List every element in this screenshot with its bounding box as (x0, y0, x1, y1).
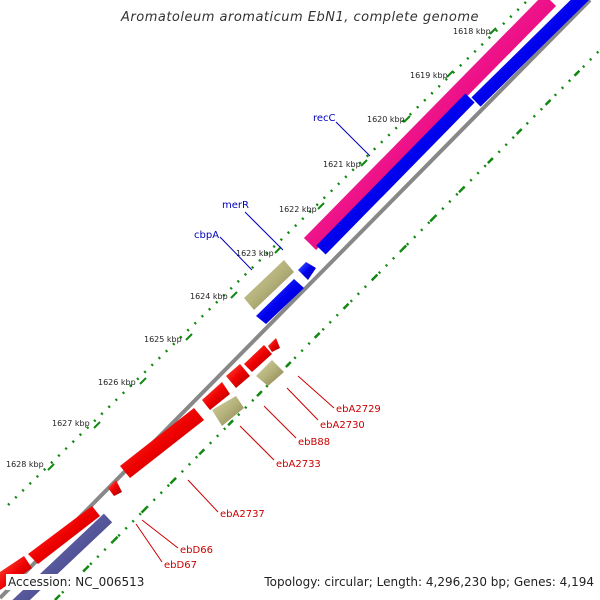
forward-cds-cbpA (256, 279, 304, 324)
leader-line-ebA2737 (187, 479, 219, 513)
rna-gene-ebA2729 (256, 360, 284, 386)
rrna-band (303, 0, 557, 250)
tick-label: 1618 kbp (453, 27, 491, 36)
leader-line-ebD66 (141, 519, 179, 549)
forward-cds-long (316, 93, 475, 255)
tick-label: 1622 kbp (279, 205, 317, 214)
reverse-cds-ebA2737 (120, 408, 204, 478)
reverse-cds-ebD67 (28, 506, 100, 564)
leader-line-ebA2733 (239, 425, 275, 461)
scale-tick-labels: 1618 kbp 1619 kbp 1620 kbp 1621 kbp 1622… (6, 27, 491, 469)
gene-label-merR[interactable]: merR (222, 200, 249, 211)
gene-label-ebA2729[interactable]: ebA2729 (336, 404, 381, 415)
rna-gene-cbpA (244, 260, 294, 310)
tick-mark (360, 159, 368, 167)
tick-label: 1620 kbp (367, 115, 405, 124)
leader-line-cbpA (219, 236, 253, 271)
gene-label-ebD67[interactable]: ebD67 (164, 560, 197, 571)
leader-line-ebA2730 (286, 387, 319, 421)
gene-label-ebA2737[interactable]: ebA2737 (220, 509, 265, 520)
tick-mark (185, 333, 193, 341)
gene-label-cbpA[interactable]: cbpA (194, 230, 219, 241)
tick-label: 1628 kbp (6, 460, 44, 469)
reverse-cds-ebB88 (226, 364, 250, 388)
rna-gene-ebA2733 (212, 396, 244, 426)
forward-gene-labels: recC merR cbpA (194, 113, 371, 271)
tick-mark (274, 246, 282, 254)
tick-mark (446, 70, 454, 78)
tick-mark (93, 421, 101, 429)
tick-mark (403, 115, 411, 123)
reverse-cds-ebA2730 (244, 345, 272, 372)
bottom-band (12, 513, 113, 600)
reverse-cds-ebA2729 (268, 338, 280, 352)
tick-label: 1621 kbp (323, 160, 361, 169)
leader-line-ebD67 (135, 523, 163, 563)
tick-label: 1625 kbp (144, 335, 182, 344)
gene-label-recC[interactable]: recC (313, 113, 336, 124)
gene-label-ebD66[interactable]: ebD66 (180, 545, 213, 556)
leader-line-ebA2729 (297, 375, 335, 409)
tick-label: 1623 kbp (236, 249, 274, 258)
gc-track-inner-long-ticks (54, 49, 600, 600)
tick-mark (230, 291, 238, 299)
tick-mark (317, 202, 325, 210)
scale-ticks (47, 27, 497, 471)
accession-label: Accession: NC_006513 (6, 574, 147, 590)
tick-label: 1624 kbp (190, 292, 228, 301)
genome-summary: Topology: circular; Length: 4,296,230 bp… (262, 574, 596, 590)
tick-label: 1619 kbp (410, 71, 448, 80)
map-title: Aromatoleum aromaticum EbN1, complete ge… (121, 10, 479, 25)
gene-label-ebA2730[interactable]: ebA2730 (320, 420, 365, 431)
gc-track-outer (7, 0, 529, 506)
gene-label-ebB88[interactable]: ebB88 (298, 437, 330, 448)
reverse-cds-ebA2733 (202, 382, 230, 410)
gene-label-ebA2733[interactable]: ebA2733 (276, 459, 321, 470)
leader-line-merR (244, 211, 284, 251)
tick-label: 1626 kbp (98, 378, 136, 387)
leader-line-recC (335, 121, 371, 157)
forward-cds-upper (471, 0, 590, 107)
reverse-gene-labels: ebA2729 ebA2730 ebB88 ebA2733 ebA2737 eb… (135, 375, 381, 571)
reverse-cds-ebD66 (108, 480, 122, 496)
leader-line-ebB88 (263, 405, 297, 439)
tick-mark (139, 377, 147, 385)
tick-mark (47, 463, 55, 471)
tick-mark (489, 27, 497, 35)
forward-cds-merR (298, 262, 316, 280)
tick-label: 1627 kbp (52, 419, 90, 428)
